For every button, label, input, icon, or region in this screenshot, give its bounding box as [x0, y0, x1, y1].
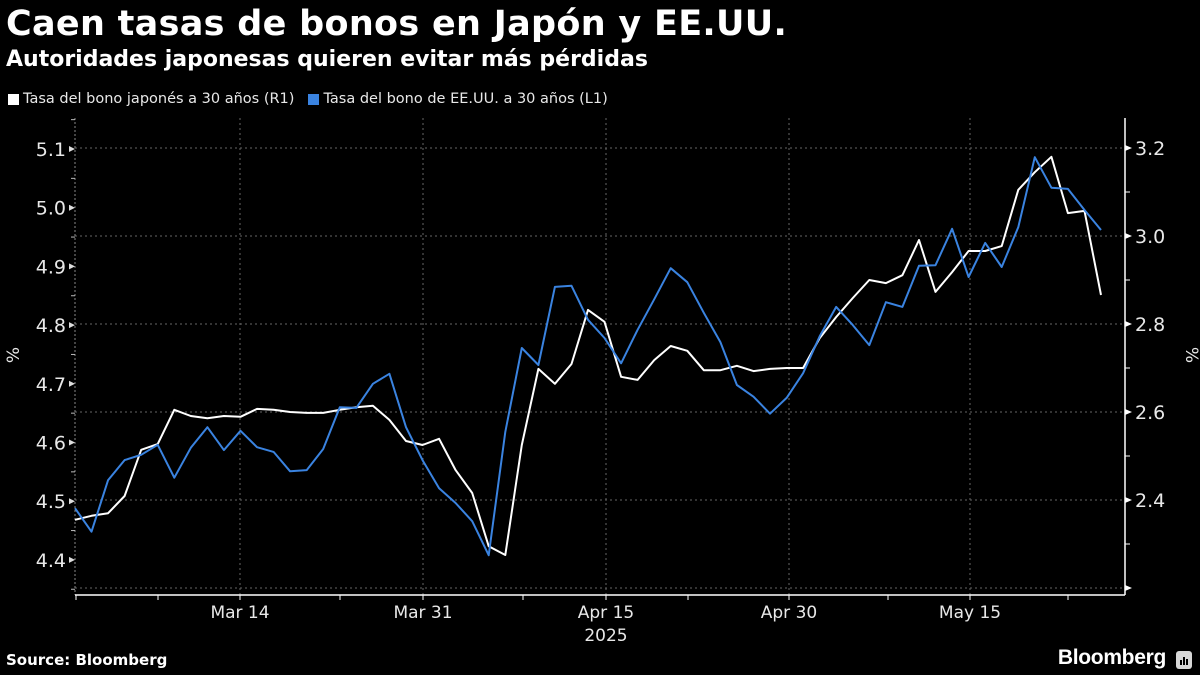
series-lines [74, 155, 1102, 557]
chart-subtitle: Autoridades japonesas quieren evitar más… [6, 47, 648, 72]
source-note: Source: Bloomberg [6, 651, 168, 669]
legend-item-us: Tasa del bono de EE.UU. a 30 años (L1) [308, 91, 608, 107]
bloomberg-chart-icon [1176, 651, 1192, 669]
legend-item-japan: Tasa del bono japonés a 30 años (R1) [8, 91, 294, 107]
svg-text:Mar 31: Mar 31 [393, 603, 452, 623]
svg-text:Mar 14: Mar 14 [210, 603, 269, 623]
svg-text:Apr 15: Apr 15 [578, 603, 634, 623]
svg-text:Apr 30: Apr 30 [761, 603, 817, 623]
bloomberg-logo: Bloomberg [1057, 646, 1166, 669]
chart-title: Caen tasas de bonos en Japón y EE.UU. [6, 4, 788, 44]
svg-text:3.0: 3.0 [1135, 226, 1165, 248]
svg-text:4.8: 4.8 [36, 315, 66, 337]
svg-text:3.2: 3.2 [1135, 138, 1165, 160]
svg-text:4.7: 4.7 [36, 374, 66, 396]
svg-text:2025: 2025 [584, 626, 627, 646]
gridlines [75, 118, 1125, 595]
svg-text:2.8: 2.8 [1135, 314, 1165, 336]
legend-swatch-us [308, 93, 320, 105]
svg-text:5.1: 5.1 [36, 139, 66, 161]
svg-text:4.4: 4.4 [36, 550, 66, 572]
legend-swatch-japan [8, 93, 19, 105]
svg-text:2.4: 2.4 [1135, 490, 1165, 512]
svg-text:5.0: 5.0 [36, 198, 66, 220]
svg-text:4.5: 4.5 [36, 491, 66, 513]
svg-text:%: % [1181, 347, 1200, 363]
japan-bond-line [74, 155, 1102, 556]
axes: 5.1 5.0 4.9 4.8 4.7 4.6 4.5 4.4% 3.2 3.0 2.8 2.6 2.4… [4, 118, 1200, 646]
legend-label-japan: Tasa del bono japonés a 30 años (R1) [23, 91, 295, 107]
us-bond-line [74, 156, 1102, 557]
svg-text:%: % [4, 347, 24, 363]
svg-text:2.6: 2.6 [1135, 402, 1165, 424]
svg-text:4.9: 4.9 [36, 256, 66, 278]
legend-label-us: Tasa del bono de EE.UU. a 30 años (L1) [323, 91, 608, 107]
legend: Tasa del bono japonés a 30 años (R1) Tas… [8, 91, 608, 107]
svg-text:May 15: May 15 [939, 603, 1001, 623]
svg-text:4.6: 4.6 [36, 433, 66, 455]
